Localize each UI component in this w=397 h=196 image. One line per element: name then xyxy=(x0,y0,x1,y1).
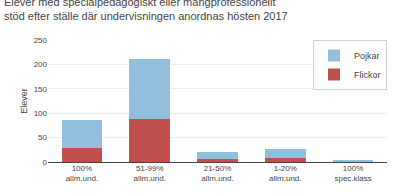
svg-text:150: 150 xyxy=(34,85,48,94)
svg-text:200: 200 xyxy=(34,60,48,69)
svg-text:1-20%allm.und.: 1-20%allm.und. xyxy=(269,164,301,183)
svg-text:100%spec.klass: 100%spec.klass xyxy=(334,164,371,183)
svg-text:Elever: Elever xyxy=(19,88,29,114)
svg-text:Flickor: Flickor xyxy=(354,70,381,80)
svg-text:Elever med specialpedagogiskt: Elever med specialpedagogiskt eller mång… xyxy=(4,0,288,22)
svg-text:250: 250 xyxy=(34,36,48,45)
svg-text:50: 50 xyxy=(38,133,47,142)
svg-text:100: 100 xyxy=(34,109,48,118)
svg-text:100%allm.und.: 100%allm.und. xyxy=(66,164,98,183)
svg-text:51-99%allm.und.: 51-99%allm.und. xyxy=(133,164,165,183)
svg-text:0: 0 xyxy=(43,158,48,167)
svg-text:Pojkar: Pojkar xyxy=(354,51,380,61)
svg-text:21-50%allm.und.: 21-50%allm.und. xyxy=(201,164,233,183)
